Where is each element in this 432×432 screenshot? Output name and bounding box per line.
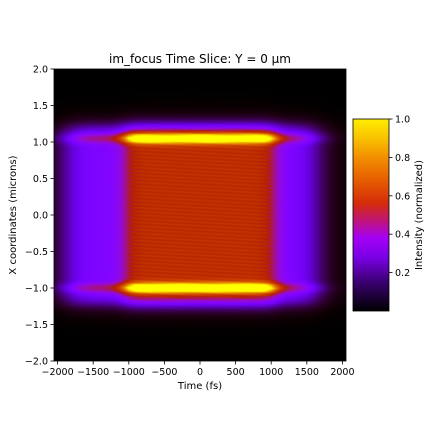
colorbar: 1.0 0.8 0.6 0.4 0.2 Intensity (normalized) <box>352 115 425 312</box>
colorbar-tick-label: 0.2 <box>395 268 410 279</box>
x-tick-label: 500 <box>227 367 245 378</box>
y-tick-label: 2.0 <box>33 65 48 76</box>
chart-title: im_focus Time Slice: Y = 0 μm <box>109 52 291 66</box>
y-tick-label: −2.0 <box>25 357 48 368</box>
colorbar-tick-label: 1.0 <box>395 115 410 126</box>
x-tick-label: −2000 <box>41 367 73 378</box>
x-tick-label: −1500 <box>77 367 109 378</box>
colorbar-label: Intensity (normalized) <box>414 160 425 270</box>
colorbar-ticks: 1.0 0.8 0.6 0.4 0.2 <box>389 115 410 279</box>
y-tick-label: −1.0 <box>25 284 48 295</box>
colorbar-gradient <box>352 118 390 312</box>
y-tick-label: −1.5 <box>25 320 48 331</box>
colorbar-tick-label: 0.8 <box>395 153 410 164</box>
y-tick-label: −0.5 <box>25 247 48 258</box>
x-tick-label: −500 <box>151 367 177 378</box>
y-tick-label: 1.0 <box>33 138 48 149</box>
y-tick-label: 1.5 <box>33 101 48 112</box>
colorbar-tick-label: 0.6 <box>395 191 410 202</box>
y-tick-label: 0.5 <box>33 174 48 185</box>
plot-area <box>53 68 347 362</box>
heatmap-image <box>54 69 346 361</box>
x-tick-label: 0 <box>197 367 203 378</box>
colorbar-tick-label: 0.4 <box>395 230 410 241</box>
x-tick-label: 1000 <box>259 367 283 378</box>
y-axis: 2.0 1.5 1.0 0.5 0.0 −0.5 −1.0 −1.5 −2.0 <box>25 65 54 368</box>
y-tick-label: 0.0 <box>33 211 48 222</box>
y-axis-label: X coordinates (microns) <box>8 155 19 274</box>
x-tick-label: 1500 <box>295 367 319 378</box>
x-axis-label: Time (fs) <box>177 381 222 392</box>
x-tick-label: −1000 <box>113 367 145 378</box>
x-axis: −2000 −1500 −1000 −500 0 500 1000 1500 2000 <box>41 361 355 378</box>
x-tick-label: 2000 <box>330 367 354 378</box>
